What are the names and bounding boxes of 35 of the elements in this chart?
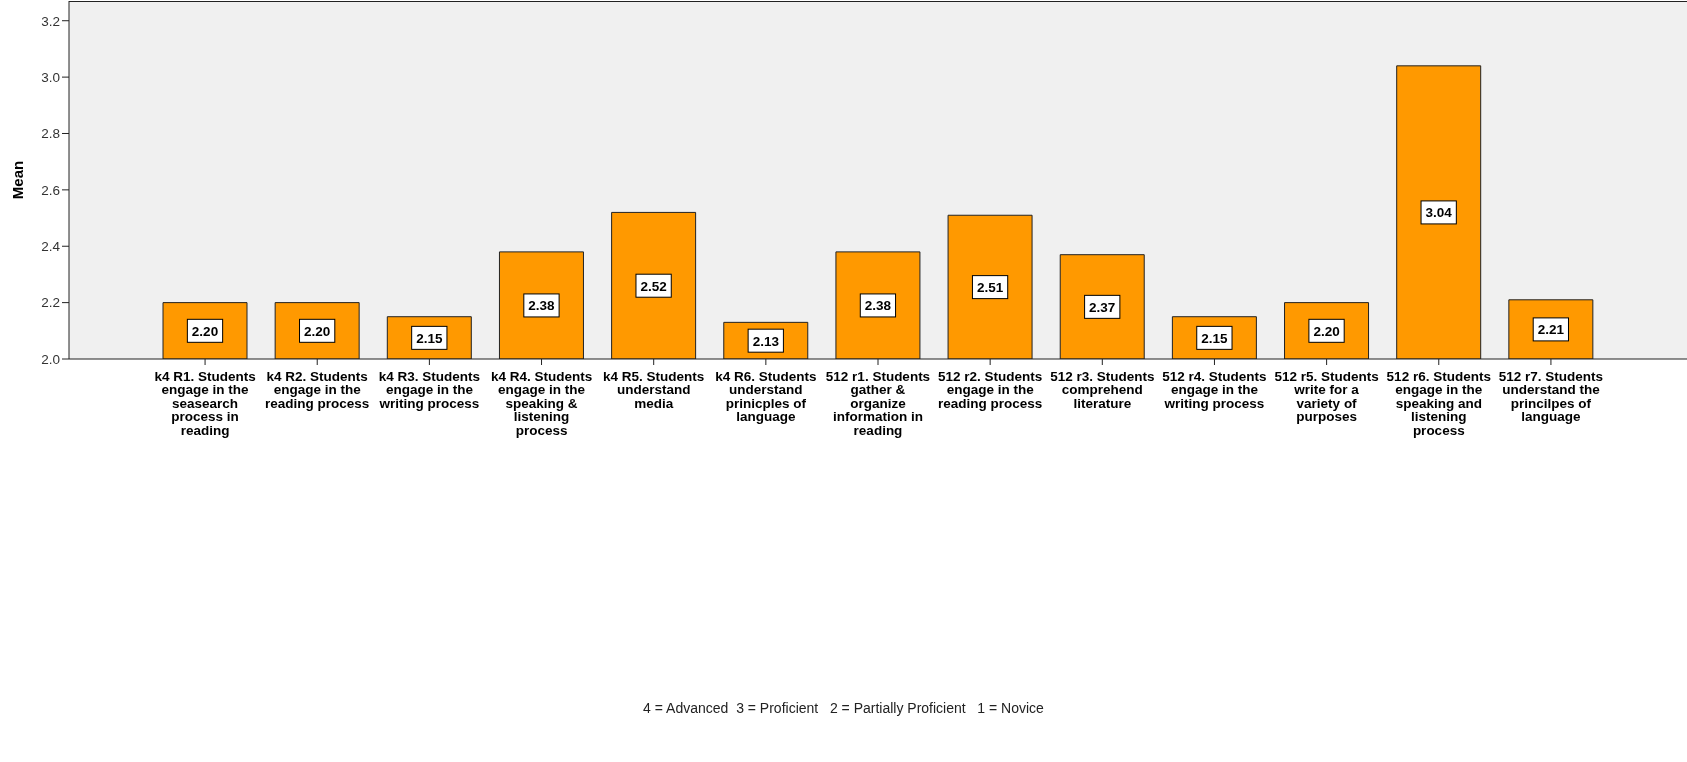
data-label: 2.20 xyxy=(1313,323,1340,339)
y-tick-label: 2.2 xyxy=(41,295,60,311)
x-tick-label: 512 r3. Students comprehend literature xyxy=(1050,368,1155,411)
x-tick-label: 512 r6. Students engage in the speaking and listening process xyxy=(1386,368,1491,438)
x-tick-label: k4 R3. Students engage in the writing process xyxy=(378,368,481,411)
x-tick-label: k4 R1. Students engage in the seasearch process in reading xyxy=(154,368,256,438)
data-label: 2.38 xyxy=(528,298,556,314)
data-label: 2.21 xyxy=(1537,322,1565,338)
data-label: 2.15 xyxy=(1201,330,1229,346)
text: 4 = Advanced 3 = Proficient 2 = Partially Proficient 1 = Novice xyxy=(642,700,1045,716)
y-tick-label: 3.0 xyxy=(41,69,60,85)
x-tick-label: k4 R5. Students understand media xyxy=(603,368,705,411)
y-axis-title: Mean xyxy=(8,160,26,200)
y-tick-label: 2.4 xyxy=(41,239,61,255)
y-tick-label: 3.2 xyxy=(41,13,60,29)
data-label: 2.20 xyxy=(191,323,219,339)
data-label: 2.38 xyxy=(864,298,892,314)
x-tick-label: 512 r7. Students understand the princilpes of language xyxy=(1498,368,1604,424)
data-label: 2.51 xyxy=(976,279,1004,295)
data-label: 2.52 xyxy=(640,278,667,294)
x-tick-label: 512 r5. Students write for a variety of purposes xyxy=(1274,368,1379,424)
x-tick-label: k4 R2. Students engage in the reading process xyxy=(265,368,370,411)
x-tick-label: 512 r2. Students engage in the reading process xyxy=(938,368,1043,411)
y-tick-label: 2.8 xyxy=(41,126,60,142)
x-tick-label: 512 r1. Students gather & organize information in reading xyxy=(825,368,931,438)
y-tick-label: 2.0 xyxy=(41,351,60,367)
data-label: 2.20 xyxy=(304,323,331,339)
y-tick-label: 2.6 xyxy=(41,182,60,198)
x-tick-label: 512 r4. Students engage in the writing process xyxy=(1162,368,1267,411)
data-label: 2.15 xyxy=(416,330,443,346)
x-tick-label: k4 R6. Students understand prinicples of language xyxy=(715,368,817,424)
data-label: 3.04 xyxy=(1425,205,1453,221)
data-label: 2.13 xyxy=(752,333,780,349)
data-label: 2.37 xyxy=(1089,299,1116,315)
x-tick-label: k4 R4. Students engage in the speaking & listening process xyxy=(490,368,593,438)
